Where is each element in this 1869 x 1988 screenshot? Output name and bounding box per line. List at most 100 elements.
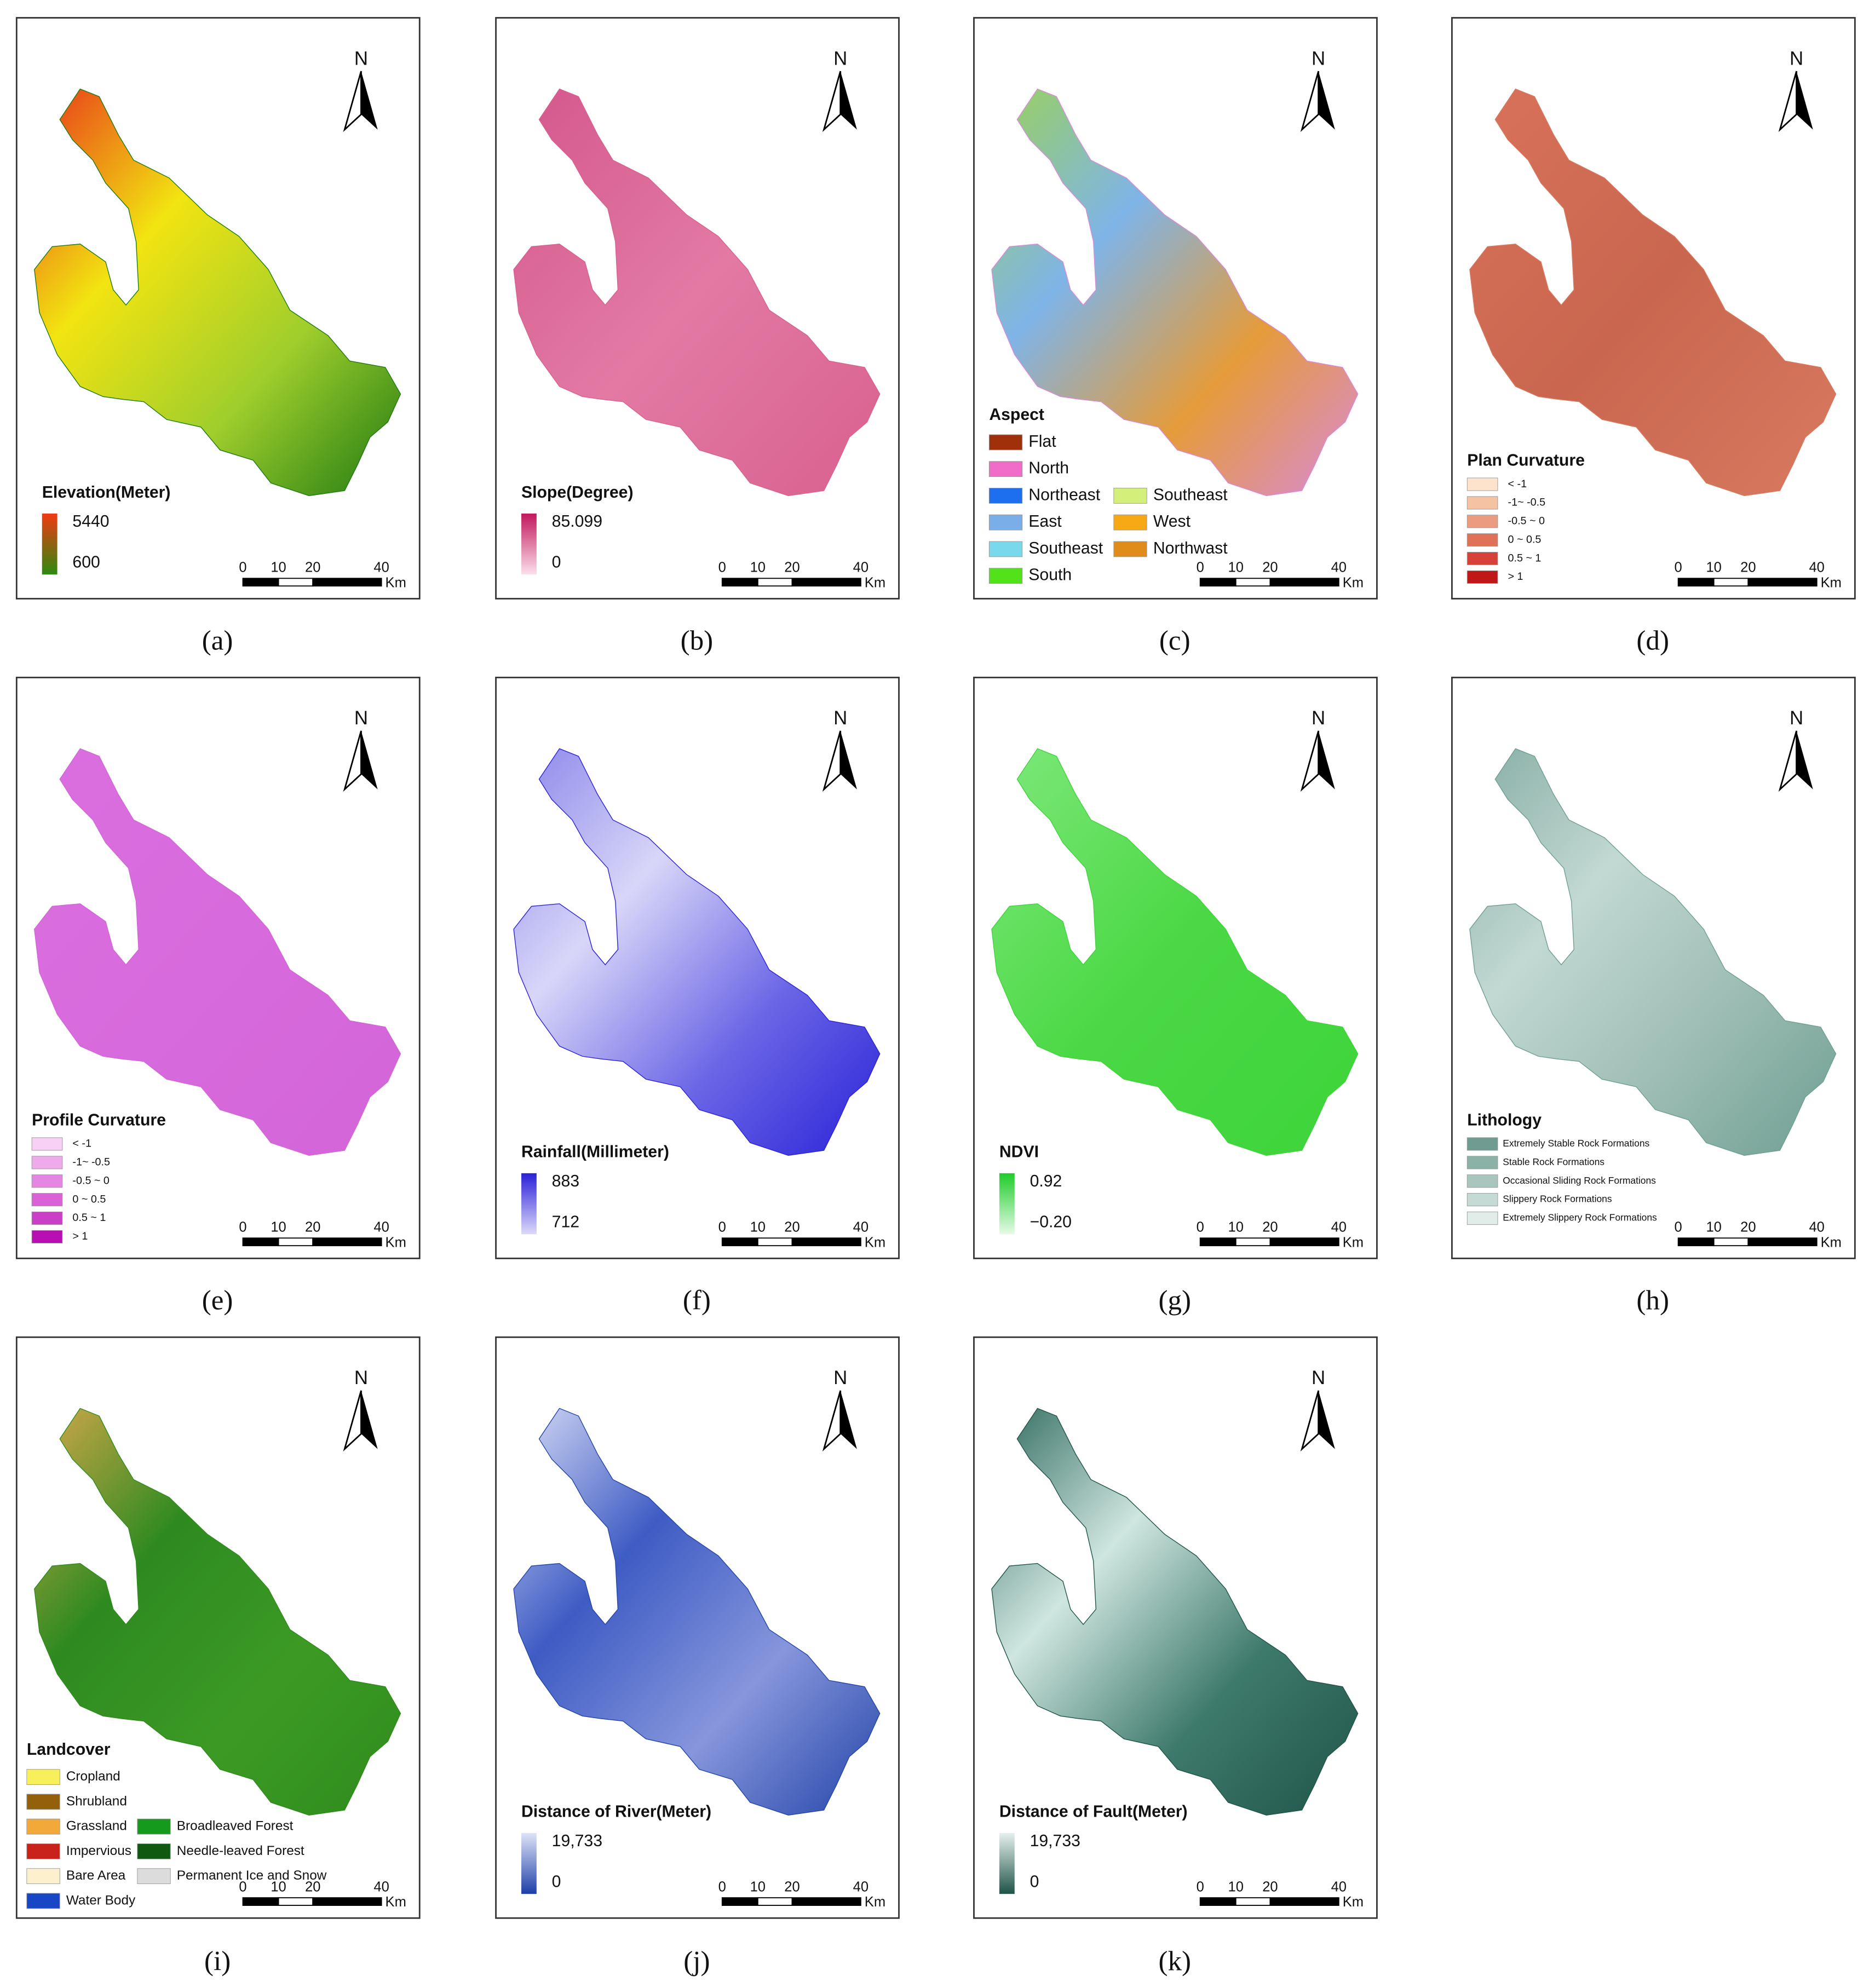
panel-caption: (j): [683, 1946, 710, 1977]
legend-title: Elevation(Meter): [42, 483, 171, 502]
scale-label: 0: [239, 1219, 246, 1235]
north-label: N: [354, 48, 368, 69]
scale-segment: [721, 1897, 758, 1906]
legend-swatch: [137, 1868, 171, 1885]
legend-ramp: [999, 1833, 1015, 1894]
scale-segment: [1199, 578, 1237, 587]
legend-title: NDVI: [999, 1143, 1039, 1161]
panel-caption: (g): [1159, 1284, 1192, 1316]
scale-segment: [1235, 578, 1271, 587]
panel-caption: (a): [202, 625, 233, 656]
north-arrow: [1318, 1390, 1335, 1449]
north-label: N: [1790, 48, 1803, 69]
scale-label: 10: [271, 1879, 286, 1894]
legend-label: Broadleaved Forest: [177, 1819, 294, 1834]
north-label: N: [833, 1367, 847, 1388]
legend-title: Profile Curvature: [32, 1111, 166, 1130]
legend-swatch: [1467, 496, 1498, 510]
legend-label: Slippery Rock Formations: [1503, 1194, 1612, 1205]
legend-title: Distance of River(Meter): [521, 1803, 711, 1821]
study-region: [34, 88, 401, 497]
legend-ramp: [521, 1833, 537, 1894]
scale-label: 0: [1197, 560, 1204, 575]
scale-segment: [278, 1897, 314, 1906]
legend-title: Plan Curvature: [1467, 452, 1585, 470]
legend-label: Extremely Slippery Rock Formations: [1503, 1212, 1657, 1223]
scale-label: 0: [1675, 1219, 1682, 1235]
legend-ramp: [521, 1173, 537, 1235]
legend-label: 19,733: [1030, 1832, 1080, 1850]
panel-caption: (b): [681, 625, 714, 656]
legend-label: West: [1153, 512, 1191, 531]
north-label: N: [354, 707, 368, 729]
scale-segment: [1269, 578, 1339, 587]
legend-swatch: [988, 434, 1023, 451]
legend-label: > 1: [72, 1230, 88, 1242]
legend-swatch: [31, 1156, 63, 1169]
legend-label: > 1: [1508, 571, 1523, 583]
legend-swatch: [1467, 1137, 1498, 1151]
north-arrow: [361, 71, 378, 130]
study-region: [34, 1408, 401, 1816]
legend-label: < -1: [72, 1138, 91, 1150]
scale-segment: [312, 578, 382, 587]
scale-segment: [278, 1237, 314, 1247]
scale-label: 40: [853, 1219, 869, 1235]
legend-label: 0: [1030, 1872, 1039, 1891]
legend-swatch: [1113, 488, 1147, 504]
legend-swatch: [137, 1818, 171, 1835]
scale-segment: [312, 1237, 382, 1247]
legend-label: 0.5 ~ 1: [72, 1212, 106, 1224]
scale-label: 0: [1197, 1879, 1204, 1894]
scale-segment: [1235, 1897, 1271, 1906]
legend-swatch: [988, 541, 1023, 557]
study-region: [991, 1408, 1359, 1816]
legend-swatch: [988, 514, 1023, 531]
scale-label: 0: [239, 1879, 246, 1894]
legend-title: Slope(Degree): [521, 483, 634, 502]
study-region: [513, 748, 881, 1156]
scale-label: 40: [373, 1879, 389, 1894]
scale-unit: Km: [386, 1894, 406, 1910]
scale-unit: Km: [865, 1894, 885, 1910]
legend-title: Landcover: [27, 1741, 111, 1759]
legend-label: Impervious: [66, 1843, 131, 1858]
legend-label: South: [1028, 566, 1072, 584]
panel-caption: (c): [1159, 625, 1191, 656]
north-label: N: [354, 1367, 368, 1388]
panel-caption: (d): [1636, 625, 1669, 656]
legend-label: Cropland: [66, 1769, 120, 1784]
scale-segment: [242, 1237, 279, 1247]
scale-unit: Km: [1821, 575, 1842, 590]
scale-segment: [757, 1897, 793, 1906]
scale-label: 20: [1262, 560, 1278, 575]
legend-label: 0.92: [1030, 1172, 1062, 1190]
legend-label: Occasional Sliding Rock Formations: [1503, 1175, 1656, 1186]
scale-segment: [1747, 1237, 1818, 1247]
scale-segment: [791, 578, 861, 587]
legend-swatch: [1467, 1174, 1498, 1188]
scale-segment: [721, 1237, 758, 1247]
scale-segment: [1235, 1237, 1271, 1247]
legend-swatch: [1467, 477, 1498, 491]
legend-swatch: [31, 1174, 63, 1188]
legend-swatch: [1467, 515, 1498, 528]
legend-swatch: [988, 488, 1023, 504]
legend-swatch: [988, 461, 1023, 477]
north-label: N: [833, 707, 847, 729]
scale-label: 0: [239, 560, 246, 575]
scale-segment: [242, 578, 279, 587]
study-region: [1469, 88, 1837, 497]
scale-label: 20: [784, 560, 800, 575]
legend-title: Rainfall(Millimeter): [521, 1143, 669, 1161]
legend-label: Northwast: [1153, 539, 1228, 557]
scale-label: 40: [1331, 1879, 1347, 1894]
legend-label: Water Body: [66, 1893, 136, 1908]
